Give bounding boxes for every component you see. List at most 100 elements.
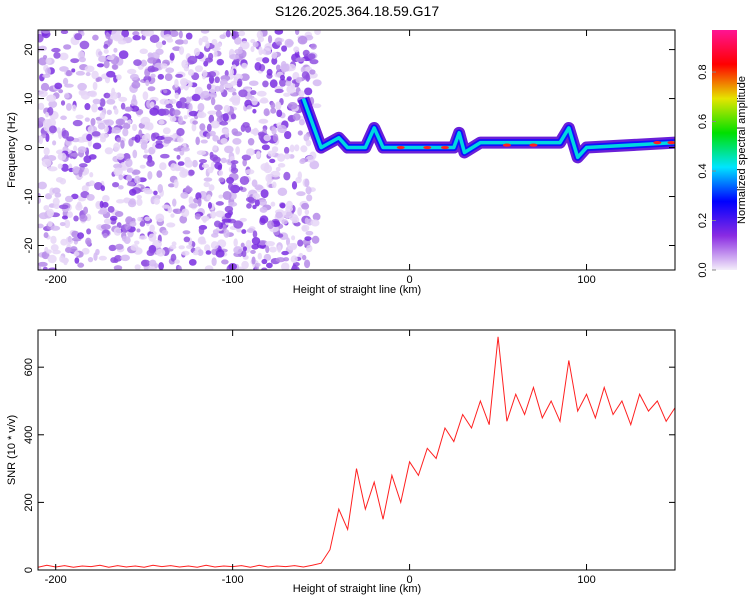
noise-blob: [252, 41, 259, 48]
noise-blob: [127, 119, 132, 125]
noise-blob: [170, 213, 175, 218]
noise-blob: [239, 40, 250, 50]
noise-blob: [156, 170, 163, 178]
noise-blob: [143, 75, 152, 83]
noise-blob: [312, 79, 322, 87]
noise-blob: [179, 215, 188, 224]
noise-blob: [103, 125, 109, 133]
noise-blob: [131, 81, 141, 89]
noise-blob: [206, 194, 212, 201]
noise-blob: [163, 34, 173, 41]
noise-blob: [287, 63, 296, 72]
noise-blob: [204, 265, 214, 270]
noise-blob: [297, 239, 304, 247]
noise-blob: [80, 91, 91, 100]
noise-blob: [86, 133, 93, 142]
noise-blob: [221, 218, 232, 223]
noise-blob: [111, 127, 122, 134]
noise-blob: [275, 211, 283, 219]
noise-blob: [106, 55, 115, 61]
noise-blob: [147, 52, 154, 58]
noise-blob: [115, 118, 126, 126]
noise-blob: [271, 51, 278, 59]
noise-blob: [88, 154, 97, 160]
noise-blob: [276, 41, 282, 46]
noise-blob: [48, 125, 57, 134]
noise-blob: [136, 194, 142, 200]
noise-blob: [175, 73, 183, 78]
noise-blob: [226, 177, 235, 184]
noise-blob: [252, 193, 260, 200]
noise-blob: [250, 46, 255, 53]
noise-blob: [100, 185, 105, 192]
noise-blob: [261, 144, 270, 151]
noise-blob: [275, 64, 281, 71]
noise-blob: [59, 255, 65, 263]
noise-blob: [166, 222, 176, 228]
noise-blob: [102, 232, 108, 239]
chart-title: S126.2025.364.18.59.G17: [275, 3, 439, 19]
snr-ytick-label: 400: [23, 426, 35, 444]
noise-blob: [262, 80, 269, 88]
noise-blob: [157, 73, 164, 80]
noise-blob: [158, 119, 165, 125]
noise-blob: [213, 50, 218, 58]
noise-blob: [266, 68, 273, 76]
noise-blob: [169, 52, 175, 61]
noise-blob: [62, 77, 69, 85]
snr-ytick-label: 0: [23, 567, 35, 573]
noise-blob: [258, 199, 268, 206]
noise-blob: [251, 236, 261, 245]
noise-blob: [307, 53, 316, 60]
noise-blob: [64, 219, 71, 229]
noise-blob: [172, 109, 181, 116]
ridge-peak: [440, 145, 449, 150]
noise-blob: [304, 87, 313, 96]
noise-blob: [163, 89, 168, 94]
noise-blob: [297, 207, 302, 217]
noise-blob: [185, 32, 193, 40]
noise-blob: [161, 229, 169, 236]
noise-blob: [298, 119, 305, 126]
noise-blob: [88, 90, 98, 98]
noise-blob: [138, 235, 147, 240]
noise-blob: [113, 258, 119, 264]
noise-blob: [38, 135, 44, 145]
noise-blob: [177, 161, 185, 166]
snr-ytick-label: 600: [23, 358, 35, 376]
noise-blob: [51, 47, 61, 53]
noise-blob: [67, 211, 73, 219]
noise-blob: [202, 216, 208, 223]
noise-blob: [193, 47, 201, 57]
noise-blob: [229, 156, 235, 162]
noise-blob: [191, 93, 201, 102]
noise-blob: [155, 135, 165, 141]
noise-blob: [246, 105, 252, 110]
noise-blob: [213, 220, 222, 228]
noise-blob: [38, 30, 42, 34]
noise-blob: [277, 153, 286, 162]
noise-blob: [127, 68, 137, 75]
noise-blob: [266, 262, 273, 269]
noise-blob: [52, 140, 57, 146]
noise-blob: [224, 205, 234, 213]
noise-blob: [281, 45, 288, 52]
noise-blob: [309, 160, 320, 170]
noise-blob: [126, 174, 133, 182]
noise-blob: [160, 153, 170, 159]
noise-blob: [79, 214, 88, 222]
noise-blob: [260, 189, 269, 199]
noise-blob: [215, 249, 225, 258]
noise-blob: [59, 222, 66, 227]
noise-blob: [225, 30, 231, 38]
noise-blob: [118, 174, 124, 181]
noise-blob: [232, 137, 242, 145]
noise-blob: [108, 244, 117, 252]
noise-blob: [178, 30, 183, 39]
noise-blob: [241, 154, 252, 161]
noise-blob: [169, 30, 179, 38]
noise-blob: [62, 146, 69, 153]
noise-blob: [159, 162, 167, 171]
noise-blob: [269, 246, 277, 253]
